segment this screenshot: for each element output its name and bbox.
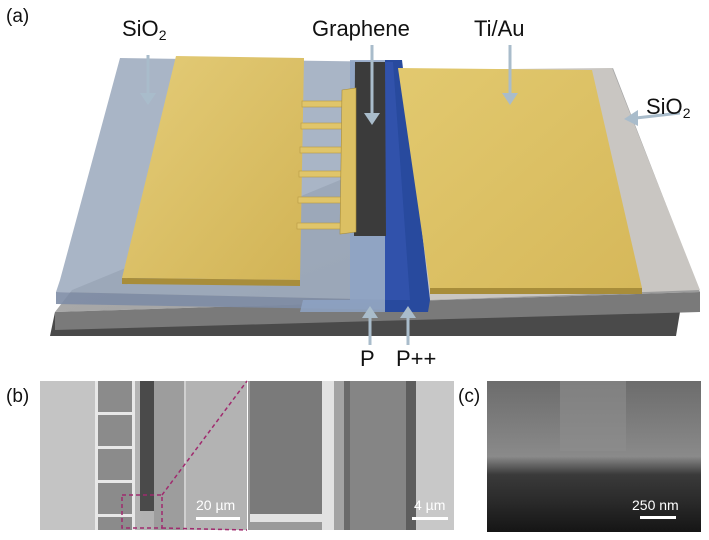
sio2-right-sub: 2	[682, 105, 691, 121]
panel-c-tag: (c)	[458, 386, 481, 407]
sio2-right-text: SiO	[646, 94, 683, 119]
p-label: P	[360, 346, 375, 371]
scale-bar-4um: 4 µm	[414, 497, 446, 513]
gold-pad-right	[398, 68, 642, 288]
sio2-right-label: SiO2	[646, 94, 690, 121]
sio2-left-text: SiO	[122, 16, 159, 41]
scale-bar-250nm: 250 nm	[632, 497, 679, 513]
sio2-left-label: SiO2	[122, 16, 166, 43]
finger-bus	[339, 87, 357, 235]
panel-a-tag: (a)	[6, 6, 30, 27]
panel-b-tag: (b)	[6, 386, 30, 407]
graphene-label: Graphene	[312, 16, 410, 41]
gold-pad-left	[122, 56, 304, 280]
scale-bar-20um: 20 µm	[196, 497, 236, 513]
sio2-left-sub: 2	[158, 27, 167, 43]
tiau-label: Ti/Au	[474, 16, 525, 41]
ppp-label: P++	[396, 346, 437, 371]
label-arrows	[140, 45, 681, 345]
graphene-sheet	[354, 62, 386, 236]
